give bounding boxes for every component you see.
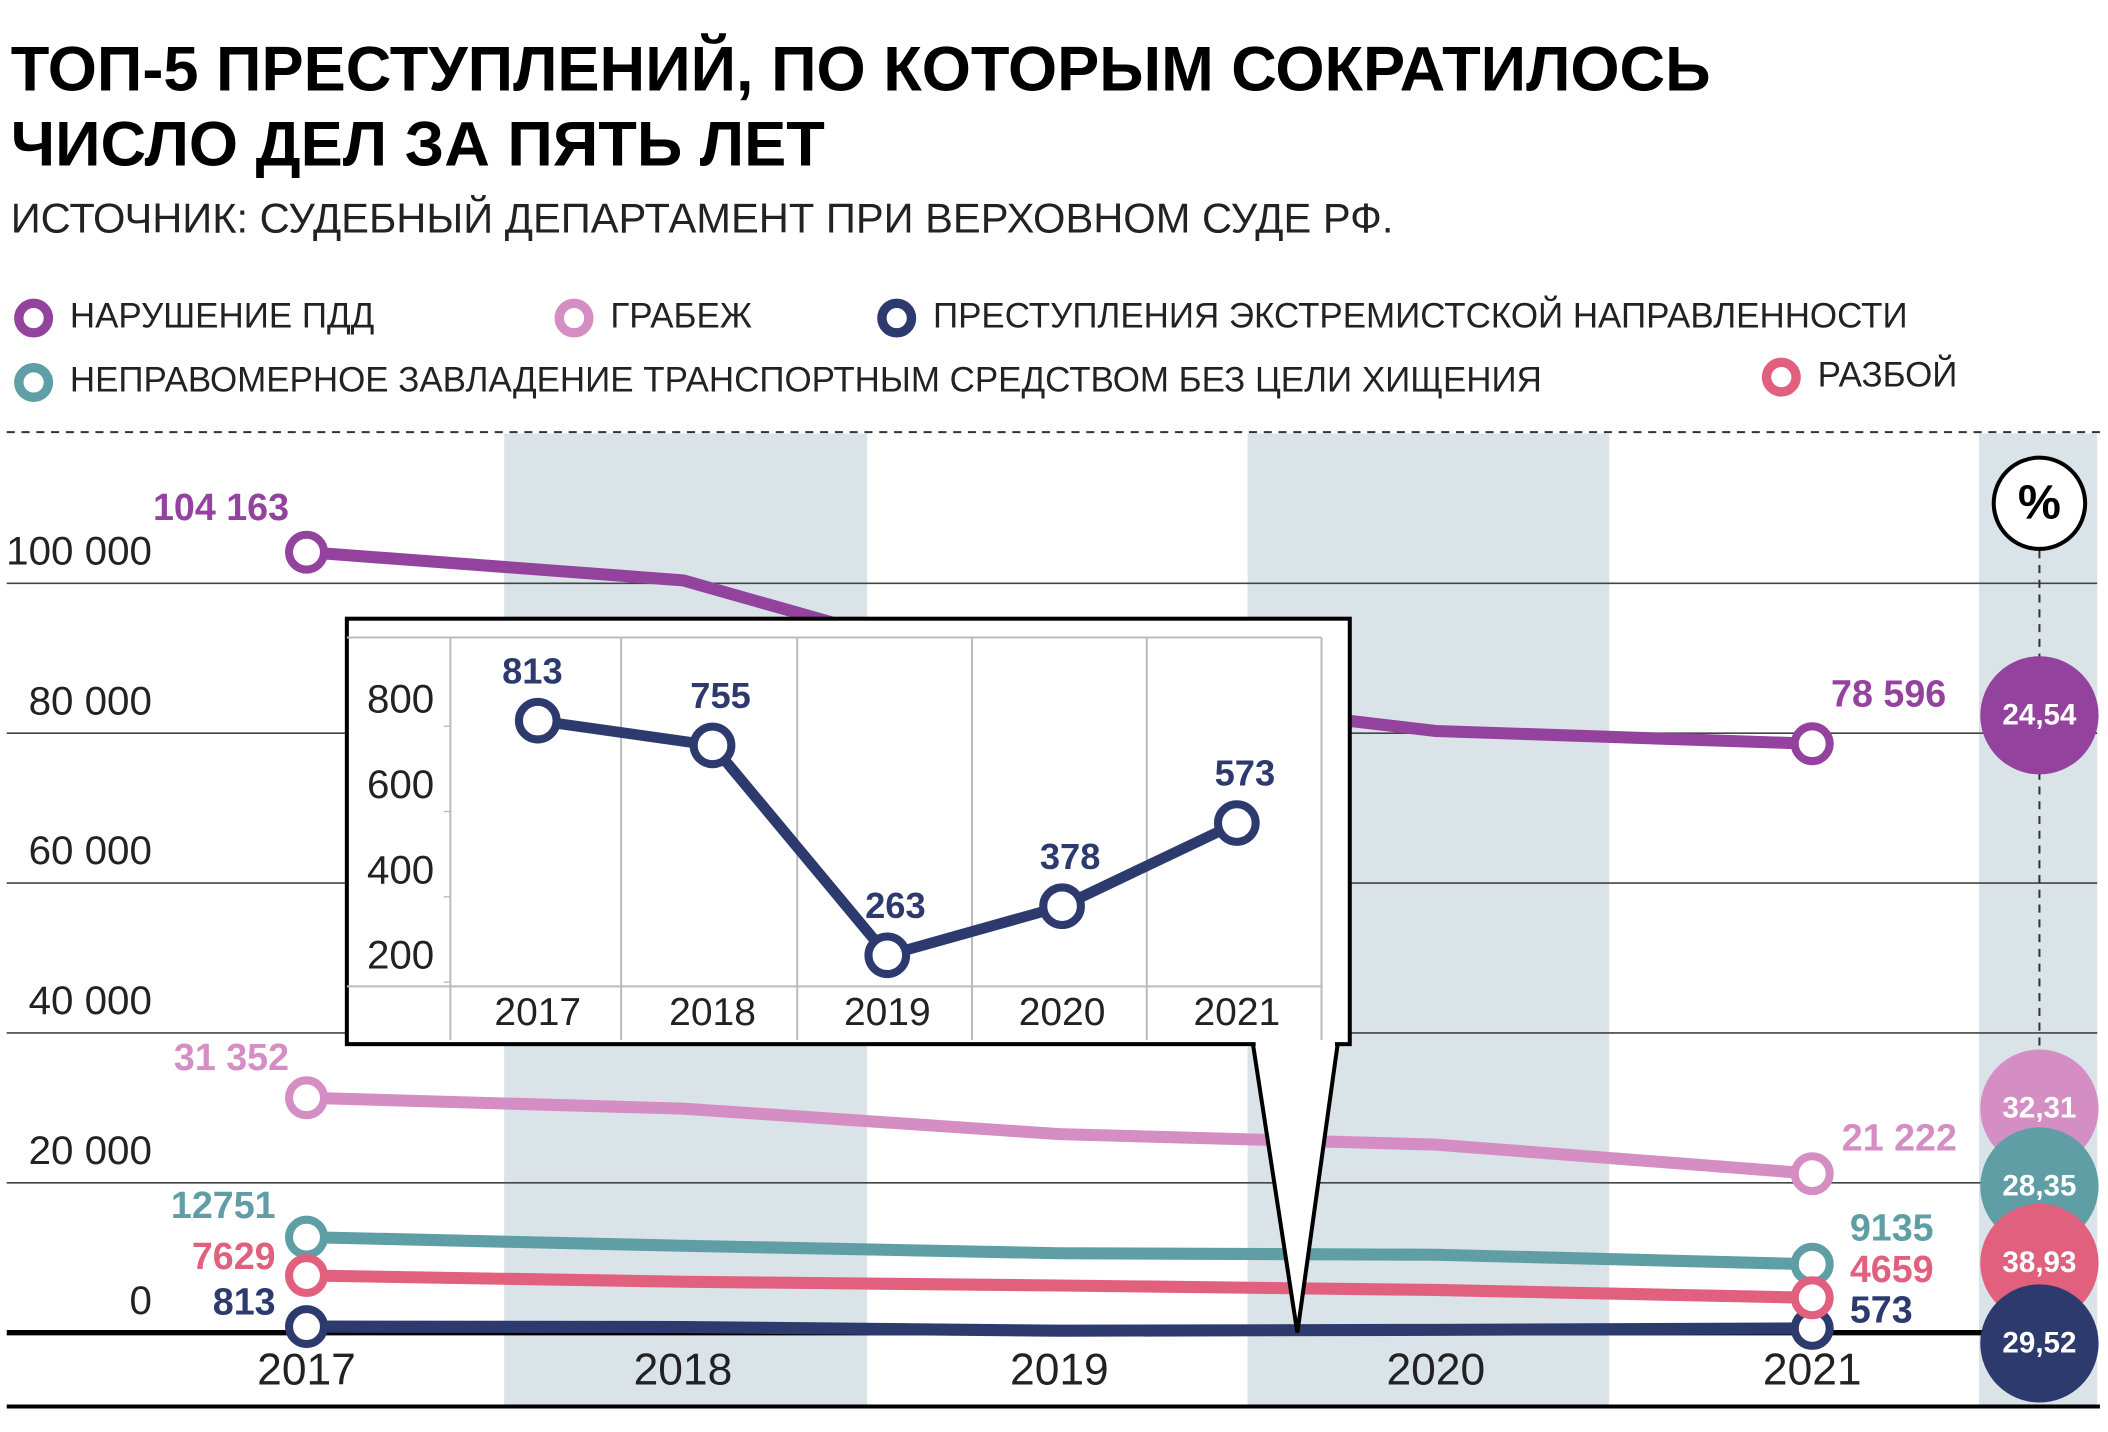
data-label: 12751 (171, 1184, 276, 1226)
change-label: 28,35 (2002, 1170, 2076, 1203)
inset-cover (1255, 1040, 1335, 1049)
data-label: 4659 (1850, 1248, 1934, 1290)
change-label: 29,52 (2002, 1327, 2076, 1360)
point (864, 932, 911, 979)
data-label: 21 222 (1842, 1117, 1957, 1159)
x-tick-label: 2017 (494, 991, 581, 1034)
y-tick-label: 0 (129, 1278, 151, 1323)
data-label: 9135 (1850, 1207, 1934, 1249)
change-label: 32,31 (2002, 1092, 2076, 1125)
data-label: 573 (1215, 753, 1276, 794)
point (1039, 883, 1085, 930)
series-line (306, 1320, 1813, 1337)
x-tick-label: 2018 (634, 1346, 733, 1395)
legend-marker (554, 298, 594, 338)
point (514, 697, 561, 744)
legend-marker (14, 298, 54, 338)
header-label: % (2018, 476, 2061, 530)
point (285, 1215, 329, 1259)
chart-title: ТОП-5 ПРЕСТУПЛЕНИЙ, ПО КОТОРЫМ СОКРАТИЛО… (11, 34, 1711, 105)
y-tick-label: 400 (367, 847, 434, 892)
inset-pointer (1250, 1043, 1340, 1333)
x-tick-label: 2020 (1386, 1346, 1485, 1395)
data-label: 7629 (192, 1235, 276, 1277)
x-tick-label: 2019 (1010, 1346, 1109, 1395)
point (1790, 1152, 1834, 1196)
y-tick-label: 20 000 (29, 1128, 152, 1173)
data-label: 104 163 (153, 486, 289, 528)
legend-marker (1761, 357, 1801, 397)
y-tick-label: 100 000 (6, 528, 152, 573)
change-label: 38,93 (2002, 1246, 2076, 1279)
y-tick-label: 80 000 (29, 678, 152, 723)
point (1790, 1276, 1834, 1320)
y-tick-label: 800 (367, 677, 434, 722)
y-tick-label: 600 (367, 762, 434, 807)
point (1213, 800, 1260, 846)
x-tick-label: 2020 (1019, 991, 1106, 1034)
legend-label: НАРУШЕНИЕ ПДД (70, 296, 374, 335)
point (285, 1305, 329, 1349)
point (689, 722, 736, 769)
inset-box (344, 616, 1352, 1047)
data-label: 78 596 (1831, 672, 1946, 714)
series-line (306, 1269, 1813, 1304)
data-label: 263 (865, 885, 926, 926)
y-tick-label: 200 (367, 933, 434, 978)
change-circle (1980, 1284, 2099, 1403)
legend-label: ГРАБЕЖ (610, 296, 752, 335)
y-tick-label: 60 000 (29, 828, 152, 873)
data-label: 378 (1040, 836, 1101, 877)
legend-marker (877, 298, 917, 338)
legend-marker (14, 363, 54, 402)
x-tick-label: 2021 (1763, 1346, 1862, 1395)
legend-label: РАЗБОЙ (1818, 354, 1958, 394)
series-line (306, 1091, 1813, 1180)
data-label: 573 (1850, 1289, 1913, 1331)
legend-label: НЕПРАВОМЕРНОЕ ЗАВЛАДЕНИЕ ТРАНСПОРТНЫМ СР… (70, 361, 1542, 400)
series-line (306, 1231, 1813, 1271)
header-circle (1991, 455, 2088, 551)
y-tick-label: 40 000 (29, 978, 152, 1023)
chart-subtitle: ИСТОЧНИК: СУДЕБНЫЙ ДЕПАРТАМЕНТ ПРИ ВЕРХО… (11, 193, 1394, 241)
data-label: 755 (690, 675, 751, 716)
data-label: 31 352 (174, 1036, 289, 1078)
point (285, 530, 329, 574)
point (285, 1076, 329, 1120)
data-label: 813 (502, 650, 563, 691)
change-circle (1980, 656, 2099, 775)
legend-label: ПРЕСТУПЛЕНИЯ ЭКСТРЕМИСТСКОЙ НАПРАВЛЕННОС… (933, 295, 1908, 335)
x-tick-label: 2017 (257, 1346, 356, 1395)
change-label: 24,54 (2002, 698, 2077, 731)
x-tick-label: 2021 (1193, 991, 1280, 1034)
x-tick-label: 2018 (669, 991, 756, 1034)
point (1790, 722, 1834, 766)
x-tick-label: 2019 (844, 991, 931, 1034)
chart-title: ЧИСЛО ДЕЛ ЗА ПЯТЬ ЛЕТ (11, 110, 825, 180)
data-label: 813 (213, 1280, 276, 1322)
point (285, 1254, 329, 1297)
